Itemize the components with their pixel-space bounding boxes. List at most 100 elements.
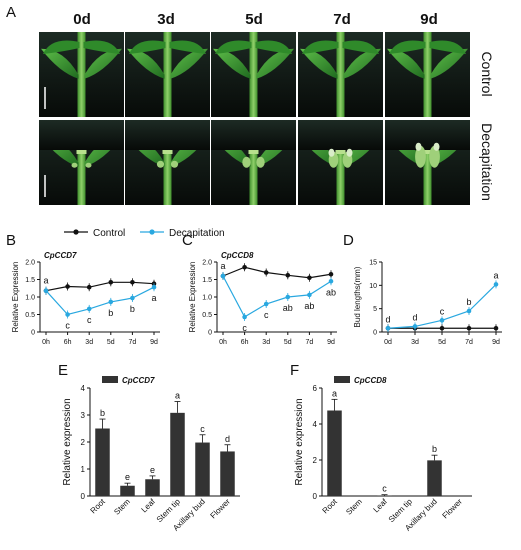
leaf-shape: [169, 40, 206, 54]
x-tick-label: 0d: [384, 339, 392, 346]
y-tick-label: 0: [81, 492, 86, 501]
data-point: [65, 312, 70, 317]
significance-label: d: [225, 434, 230, 444]
data-point: [108, 280, 114, 285]
y-axis-label: Relative Expression: [188, 262, 197, 333]
plant-photo: [298, 32, 383, 117]
panel-label-a: A: [6, 4, 17, 21]
x-tick-label: 9d: [492, 339, 500, 346]
y-tick-label: 0.5: [25, 312, 35, 319]
data-point: [439, 318, 445, 323]
data-point: [263, 270, 269, 275]
axillary-bud-shape: [429, 145, 440, 168]
axillary-bud-shape: [242, 156, 251, 168]
plant-photo: [298, 120, 383, 205]
plant-photo: [211, 32, 296, 117]
y-tick-label: 10: [369, 283, 377, 290]
leaf-shape: [387, 48, 425, 79]
x-tick-label: 7d: [129, 339, 137, 346]
chart-title: CpCCD7: [122, 376, 155, 385]
plant-photo: [385, 120, 470, 205]
legend-label-control: Control: [93, 228, 125, 239]
bar: [170, 412, 185, 496]
stem-shape: [77, 120, 86, 205]
data-point: [242, 264, 247, 270]
y-tick-label: 6: [313, 384, 318, 393]
legend: Control Decapitation: [64, 228, 225, 239]
x-tick-label: Stem: [344, 497, 364, 517]
plant-photo: [39, 120, 124, 205]
data-point: [263, 301, 269, 307]
y-tick-label: 0: [31, 330, 35, 337]
photo-col-label: 0d: [73, 11, 91, 28]
y-tick-label: 1.0: [202, 295, 212, 302]
y-tick-label: 1.0: [25, 295, 35, 302]
leaf-shape: [127, 48, 165, 79]
chart-title: CpCCD8: [354, 376, 387, 385]
chart-f: 0 2 4 6 Relative expression CpCCD8 a Root Stem cL…: [294, 376, 472, 533]
significance-label: e: [125, 472, 130, 482]
y-axis-label: Bud lengths(mm): [353, 266, 362, 327]
axillary-bud-shape: [415, 145, 426, 168]
y-tick-label: 2: [313, 456, 318, 465]
x-tick-label: Leaf: [372, 497, 390, 515]
axillary-bud-shape: [156, 160, 165, 168]
plant-photo: [211, 120, 296, 205]
stem-shape: [423, 120, 432, 205]
data-point: [385, 325, 391, 331]
bar: [220, 451, 235, 496]
x-tick-label: 0h: [42, 339, 50, 346]
x-tick-label: Root: [89, 497, 108, 516]
bar: [145, 479, 160, 496]
data-point: [220, 273, 226, 279]
stem-shape: [249, 120, 258, 205]
x-tick-label: 3d: [262, 339, 270, 346]
leaf-shape: [343, 48, 381, 79]
significance-label: d: [385, 314, 390, 324]
x-tick-label: 9d: [327, 339, 335, 346]
axillary-bud-shape: [328, 148, 335, 157]
legend-swatch: [334, 376, 350, 383]
cut-stem-top: [422, 150, 433, 154]
data-point: [328, 278, 334, 284]
y-tick-label: 1.5: [25, 277, 35, 284]
significance-label: d: [412, 312, 417, 322]
x-tick-label: 5d: [284, 339, 292, 346]
data-point: [285, 273, 291, 278]
significance-label: c: [264, 310, 269, 320]
x-tick-label: 7d: [465, 339, 473, 346]
axillary-bud-shape: [71, 162, 78, 168]
chart-title: CpCCD7: [44, 251, 77, 260]
significance-label: b: [466, 297, 471, 307]
series-line: [45, 286, 155, 316]
y-tick-label: 4: [81, 384, 86, 393]
axillary-bud-shape: [85, 162, 92, 168]
significance-label: c: [200, 424, 205, 434]
panel-label-d: D: [343, 232, 354, 249]
significance-label: c: [440, 306, 445, 316]
x-tick-label: 6h: [241, 339, 249, 346]
stem-shape: [249, 32, 258, 117]
significance-label: b: [432, 444, 437, 454]
panel-label-e: E: [58, 362, 69, 379]
leaf-shape: [342, 40, 379, 54]
bar: [427, 460, 442, 496]
bar: [327, 410, 342, 496]
y-tick-label: 1: [81, 465, 86, 474]
axillary-bud-shape: [415, 142, 422, 151]
y-tick-label: 4: [313, 420, 318, 429]
leaf-shape: [302, 40, 339, 54]
series-line: [222, 266, 332, 279]
data-point: [242, 314, 247, 320]
y-tick-label: 0.5: [202, 312, 212, 319]
x-tick-label: Stem: [112, 497, 132, 517]
x-tick-label: 7d: [306, 339, 314, 346]
bar: [195, 442, 210, 496]
plant-photo: [125, 32, 210, 117]
data-point: [412, 324, 418, 329]
leaf-shape: [83, 40, 120, 54]
stem-shape: [336, 120, 345, 205]
cut-stem-top: [76, 150, 87, 154]
x-tick-label: 5d: [107, 339, 115, 346]
significance-label: b: [130, 304, 135, 314]
